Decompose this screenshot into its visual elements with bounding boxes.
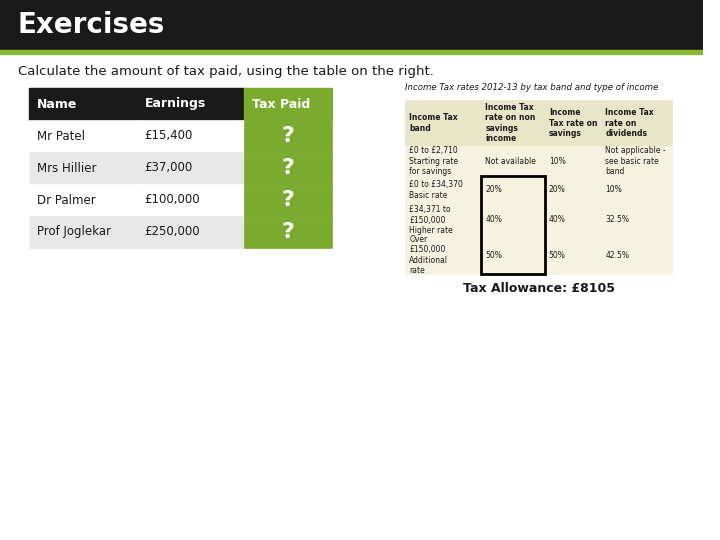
Text: Name: Name xyxy=(37,98,78,111)
Text: £15,400: £15,400 xyxy=(145,130,193,143)
Text: Prof Joglekar: Prof Joglekar xyxy=(37,226,111,239)
Bar xyxy=(137,152,244,184)
Text: 20%: 20% xyxy=(485,186,502,194)
Text: Earnings: Earnings xyxy=(145,98,206,111)
Bar xyxy=(482,100,545,146)
Text: 50%: 50% xyxy=(549,251,566,260)
Text: ?: ? xyxy=(282,158,294,178)
Bar xyxy=(405,176,482,204)
Text: Income Tax
rate on
dividends: Income Tax rate on dividends xyxy=(606,108,654,138)
Text: Calculate the amount of tax paid, using the table on the right.: Calculate the amount of tax paid, using … xyxy=(17,65,433,78)
Bar xyxy=(602,176,672,204)
Bar xyxy=(30,184,137,216)
Bar xyxy=(137,88,244,120)
Bar xyxy=(545,236,602,274)
Text: ?: ? xyxy=(282,126,294,146)
Bar xyxy=(602,236,672,274)
Text: Mr Patel: Mr Patel xyxy=(37,130,85,143)
Text: 10%: 10% xyxy=(549,157,566,165)
Bar xyxy=(482,176,545,274)
Bar xyxy=(482,176,545,204)
Text: £100,000: £100,000 xyxy=(145,193,200,206)
Text: 42.5%: 42.5% xyxy=(606,251,629,260)
Text: ?: ? xyxy=(282,190,294,210)
Text: Dr Palmer: Dr Palmer xyxy=(37,193,96,206)
Text: Over
£150,000
Additional
rate: Over £150,000 Additional rate xyxy=(409,235,448,275)
Bar xyxy=(482,236,545,274)
Bar xyxy=(545,100,602,146)
Text: Tax Paid: Tax Paid xyxy=(252,98,310,111)
Text: Exercises: Exercises xyxy=(17,11,165,39)
Text: 40%: 40% xyxy=(549,215,566,225)
Bar xyxy=(602,146,672,176)
Bar xyxy=(244,88,332,120)
Bar xyxy=(244,152,332,184)
Bar xyxy=(244,216,332,248)
Bar xyxy=(137,184,244,216)
Bar xyxy=(30,120,137,152)
Bar xyxy=(482,204,545,236)
Text: Mrs Hillier: Mrs Hillier xyxy=(37,161,96,174)
Text: 40%: 40% xyxy=(485,215,503,225)
Bar xyxy=(30,152,137,184)
Text: £34,371 to
£150,000
Higher rate: £34,371 to £150,000 Higher rate xyxy=(409,205,453,235)
Bar xyxy=(244,120,332,152)
Bar xyxy=(0,0,703,50)
Bar xyxy=(482,146,545,176)
Bar xyxy=(545,146,602,176)
Text: 10%: 10% xyxy=(606,186,622,194)
Text: Income Tax
rate on non
savings
income: Income Tax rate on non savings income xyxy=(485,103,536,143)
Text: 50%: 50% xyxy=(485,251,503,260)
Bar xyxy=(30,88,137,120)
Bar xyxy=(137,120,244,152)
Text: £0 to £34,370
Basic rate: £0 to £34,370 Basic rate xyxy=(409,180,463,200)
Bar xyxy=(602,204,672,236)
Text: Income Tax rates 2012-13 by tax band and type of income: Income Tax rates 2012-13 by tax band and… xyxy=(405,83,659,91)
Text: Not available: Not available xyxy=(485,157,536,165)
Text: 20%: 20% xyxy=(549,186,566,194)
Text: Tax Allowance: £8105: Tax Allowance: £8105 xyxy=(462,281,615,294)
Text: ?: ? xyxy=(282,222,294,242)
Bar xyxy=(405,100,482,146)
Text: Income
Tax rate on
savings: Income Tax rate on savings xyxy=(549,108,598,138)
Text: £37,000: £37,000 xyxy=(145,161,193,174)
Text: Not applicable -
see basic rate
band: Not applicable - see basic rate band xyxy=(606,146,666,176)
Bar xyxy=(244,184,332,216)
Bar xyxy=(545,176,602,204)
Text: £0 to £2,710
Starting rate
for savings: £0 to £2,710 Starting rate for savings xyxy=(409,146,459,176)
Bar xyxy=(545,204,602,236)
Bar xyxy=(405,236,482,274)
Bar xyxy=(30,216,137,248)
Bar xyxy=(0,50,703,54)
Text: Income Tax
band: Income Tax band xyxy=(409,113,458,133)
Text: £250,000: £250,000 xyxy=(145,226,200,239)
Text: 32.5%: 32.5% xyxy=(606,215,629,225)
Bar xyxy=(405,146,482,176)
Bar xyxy=(602,100,672,146)
Bar xyxy=(137,216,244,248)
Bar xyxy=(405,204,482,236)
